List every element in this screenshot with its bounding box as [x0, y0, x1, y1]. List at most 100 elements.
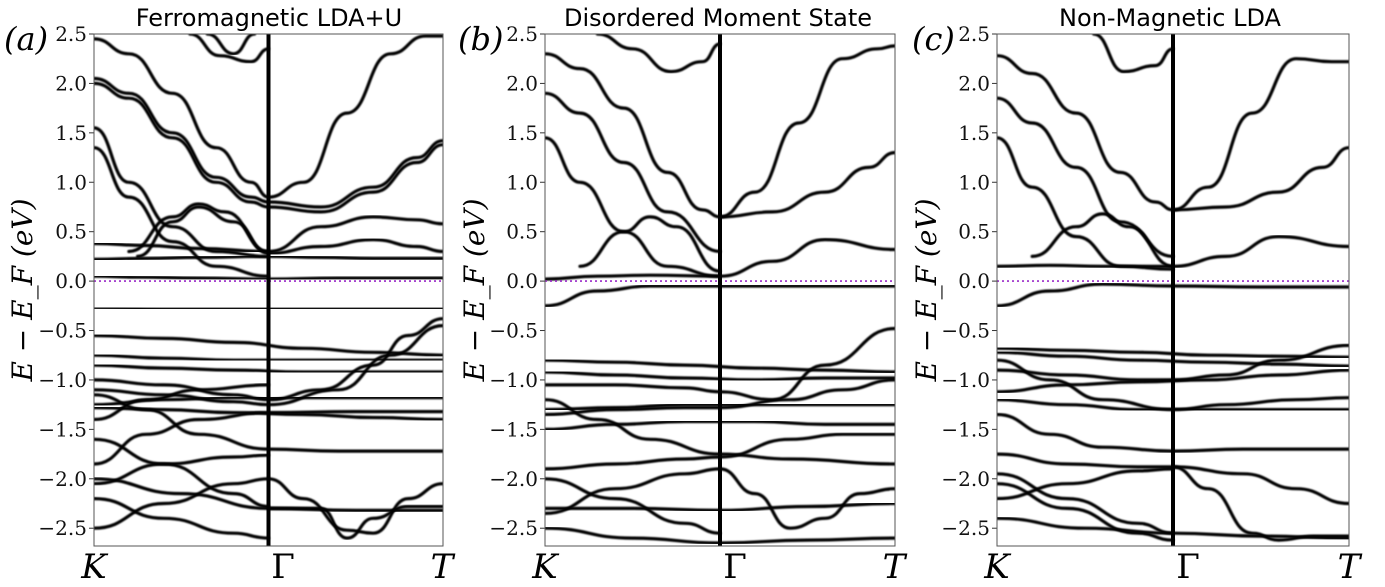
y-tick-label-c-8: −1.5	[941, 417, 990, 441]
y-tick-label-a-7: −1.0	[38, 368, 87, 392]
y-tick-label-b-3: 1.0	[506, 170, 538, 194]
x-tick-label-t-b: T	[883, 547, 908, 587]
band-line-a-8	[136, 205, 271, 258]
x-tick-label-k-b: K	[531, 547, 560, 587]
panel-title-b: Disordered Moment State	[564, 4, 872, 32]
y-axis-label-b: E − E_F (eV)	[458, 198, 491, 382]
y-tick-label-c-2: 1.5	[958, 121, 990, 145]
band-line-a-14	[266, 143, 443, 214]
band-line-a-13	[266, 238, 443, 255]
y-axis-label-c: E − E_F (eV)	[910, 198, 943, 382]
band-line-b-7	[545, 284, 895, 308]
y-tick-label-b-10: −2.5	[489, 516, 538, 540]
band-line-c-7	[997, 282, 1349, 308]
panel-label-c: (c)	[912, 20, 955, 58]
y-tick-label-b-7: −1.0	[489, 368, 538, 392]
x-tick-label-t-a: T	[431, 547, 456, 587]
x-tick-label-t-c: T	[1338, 547, 1363, 587]
band-line-a-31	[94, 477, 271, 530]
panel-label-b: (b)	[458, 20, 503, 58]
band-line-a-26	[94, 409, 443, 466]
band-line-c-20	[1171, 465, 1349, 542]
y-tick-label-a-9: −2.0	[38, 467, 87, 491]
panel-title-c: Non-Magnetic LDA	[1059, 4, 1281, 32]
band-line-b-4	[578, 215, 722, 273]
band-line-b-2	[545, 91, 722, 254]
band-line-a-9	[94, 241, 271, 254]
x-tick-label-k-c: K	[983, 547, 1012, 587]
y-tick-label-a-10: −2.5	[38, 516, 87, 540]
band-line-c-0	[1092, 34, 1175, 74]
y-tick-label-a-2: 1.5	[55, 121, 87, 145]
y-tick-label-b-2: 1.5	[506, 121, 538, 145]
band-line-a-0	[188, 34, 271, 64]
y-tick-labels-b: 2.5 2.0 1.5 1.0 0.5 0.0 −0.5 −1.0 −1.5 −2.0 −2.5	[489, 22, 545, 540]
bands-group-c	[997, 34, 1349, 542]
y-tick-label-a-0: 2.5	[55, 22, 87, 46]
panel-label-a: (a)	[4, 20, 48, 58]
band-line-c-18	[997, 472, 1175, 535]
y-tick-label-a-8: −1.5	[38, 417, 87, 441]
y-tick-labels-c: 2.5 2.0 1.5 1.0 0.5 0.0 −0.5 −1.0 −1.5 −2.0 −2.5	[941, 22, 997, 540]
band-line-a-3	[94, 76, 271, 204]
band-line-a-32	[266, 477, 443, 535]
y-tick-label-c-7: −1.0	[941, 368, 990, 392]
y-tick-label-a-3: 1.0	[55, 170, 87, 194]
y-tick-label-a-6: −0.5	[38, 319, 87, 343]
y-tick-label-b-4: 0.5	[506, 220, 538, 244]
band-line-a-15	[266, 139, 443, 209]
x-tick-label-k-a: K	[80, 547, 109, 587]
band-line-b-0	[595, 34, 722, 74]
y-tick-label-b-0: 2.5	[506, 22, 538, 46]
band-line-a-30	[94, 497, 271, 540]
band-line-a-25	[94, 383, 271, 422]
band-line-a-4	[94, 81, 271, 209]
y-tick-label-b-8: −1.5	[489, 417, 538, 441]
y-tick-label-c-5: 0.0	[958, 269, 990, 293]
y-tick-label-c-4: 0.5	[958, 220, 990, 244]
band-line-a-12	[266, 215, 443, 254]
x-tick-label-gamma-b: Γ	[723, 547, 747, 587]
y-tick-label-a-4: 0.5	[55, 220, 87, 244]
panel-title-a: Ferromagnetic LDA+U	[136, 4, 402, 32]
band-line-b-14	[545, 398, 895, 466]
panel-b: (b) Disordered Moment State E − E_F (eV)…	[458, 4, 908, 587]
band-line-b-20	[718, 467, 895, 530]
plot-frame-c	[996, 33, 1350, 547]
y-tick-label-c-3: 1.0	[958, 170, 990, 194]
band-line-a-11	[94, 274, 443, 281]
band-line-c-16	[997, 482, 1175, 542]
band-line-a-28	[94, 453, 271, 486]
panel-c: (c) Non-Magnetic LDA E − E_F (eV) 2.5 2.0…	[910, 4, 1363, 587]
band-line-b-10	[545, 326, 895, 402]
x-tick-label-gamma-a: Γ	[271, 547, 295, 587]
plot-frame-a	[93, 33, 444, 547]
y-tick-label-b-6: −0.5	[489, 319, 538, 343]
band-line-a-33	[266, 504, 443, 540]
y-tick-label-b-9: −2.0	[489, 467, 538, 491]
band-line-a-27	[94, 437, 271, 509]
y-tick-label-b-1: 2.0	[506, 71, 538, 95]
band-line-c-14	[997, 412, 1349, 453]
plot-area-c	[996, 33, 1350, 547]
y-tick-label-c-0: 2.5	[958, 22, 990, 46]
band-line-c-4	[1030, 212, 1175, 268]
band-line-b-17	[545, 467, 722, 515]
y-tick-label-c-10: −2.5	[941, 516, 990, 540]
band-line-a-1	[205, 34, 257, 56]
y-tick-label-a-1: 2.0	[55, 71, 87, 95]
band-line-c-17	[997, 467, 1175, 501]
band-line-c-6	[1171, 146, 1349, 212]
y-axis-label-a: E − E_F (eV)	[6, 198, 39, 382]
y-tick-label-a-5: 0.0	[55, 269, 87, 293]
y-tick-label-c-6: −0.5	[941, 319, 990, 343]
band-line-a-21	[94, 324, 443, 407]
y-tick-label-b-5: 0.0	[506, 269, 538, 293]
band-line-b-6	[718, 151, 895, 219]
y-tick-label-c-1: 2.0	[958, 71, 990, 95]
band-line-a-20	[94, 317, 443, 402]
panel-a: (a) Ferromagnetic LDA+U E − E_F (eV) 2.5…	[4, 4, 456, 587]
x-tick-label-gamma-c: Γ	[1176, 547, 1200, 587]
band-line-a-6	[94, 146, 271, 278]
